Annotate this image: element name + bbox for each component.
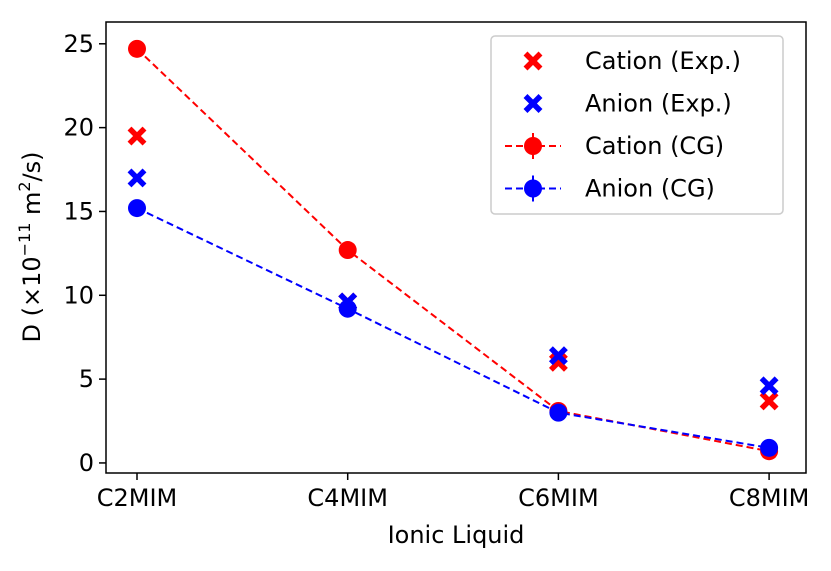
plot-frame [105, 21, 807, 474]
data-point-2 [338, 241, 357, 260]
series-layer [127, 39, 779, 461]
legend-marker-2 [524, 137, 542, 155]
data-point-3 [760, 438, 779, 457]
data-point-0 [127, 126, 147, 146]
y-tick-label: 15 [63, 197, 94, 225]
data-point-0-stroke [759, 391, 779, 411]
legend-marker-1-stroke [523, 94, 543, 113]
y-tick-label: 10 [63, 281, 94, 309]
y-axis-title-main: D (×10 [18, 256, 46, 342]
legend-label-0: Cation (Exp.) [585, 47, 741, 75]
data-point-0-stroke [127, 126, 147, 146]
y-axis-title-suffix: /s) [18, 151, 46, 181]
legend-label-3: Anion (CG) [585, 175, 715, 203]
x-tick-label: C2MIM [97, 484, 178, 512]
legend-entries: Cation (Exp.) Anion (Exp.) Cation (CG) Anio… [505, 47, 741, 203]
axis-layer: 0 5 10 15 20 25 C2MIM C4MIM C6MIM C8MIM [63, 30, 809, 512]
y-axis-title-unit-exponent: 2 [15, 181, 34, 191]
legend-label-2: Cation (CG) [585, 132, 724, 160]
y-tick-label: 25 [63, 30, 94, 58]
data-point-3 [549, 403, 568, 422]
legend-marker-0-stroke [523, 51, 543, 71]
data-point-1 [127, 168, 147, 188]
data-point-0 [759, 391, 779, 411]
data-point-1-stroke [548, 346, 568, 366]
data-point-3 [338, 299, 357, 318]
y-tick-label: 20 [63, 114, 94, 142]
x-tick-label: C4MIM [307, 484, 388, 512]
legend: Cation (Exp.) Anion (Exp.) Cation (CG) Anio… [490, 35, 784, 215]
legend-box [490, 35, 784, 215]
data-point-1 [548, 346, 568, 366]
data-point-3 [128, 199, 146, 218]
legend-marker-3 [524, 179, 542, 198]
y-tick-label: 0 [79, 449, 94, 477]
data-point-2 [128, 39, 146, 58]
data-point-1-stroke [759, 376, 779, 396]
y-axis-title: D (×10−11 m2/s) [15, 151, 46, 342]
legend-marker-0 [523, 51, 543, 71]
series-line-3 [136, 207, 770, 449]
y-axis-title-exponent: −11 [15, 223, 34, 257]
y-axis-title-unit: m [18, 192, 46, 223]
data-point-1-stroke [127, 168, 147, 188]
x-tick-label: C8MIM [729, 484, 810, 512]
data-point-1 [759, 376, 779, 396]
x-tick-label: C6MIM [518, 484, 599, 512]
y-tick-label: 5 [79, 365, 94, 393]
x-axis-title: Ionic Liquid [388, 521, 525, 549]
legend-marker-1 [523, 94, 543, 113]
legend-label-1: Anion (Exp.) [585, 90, 732, 118]
